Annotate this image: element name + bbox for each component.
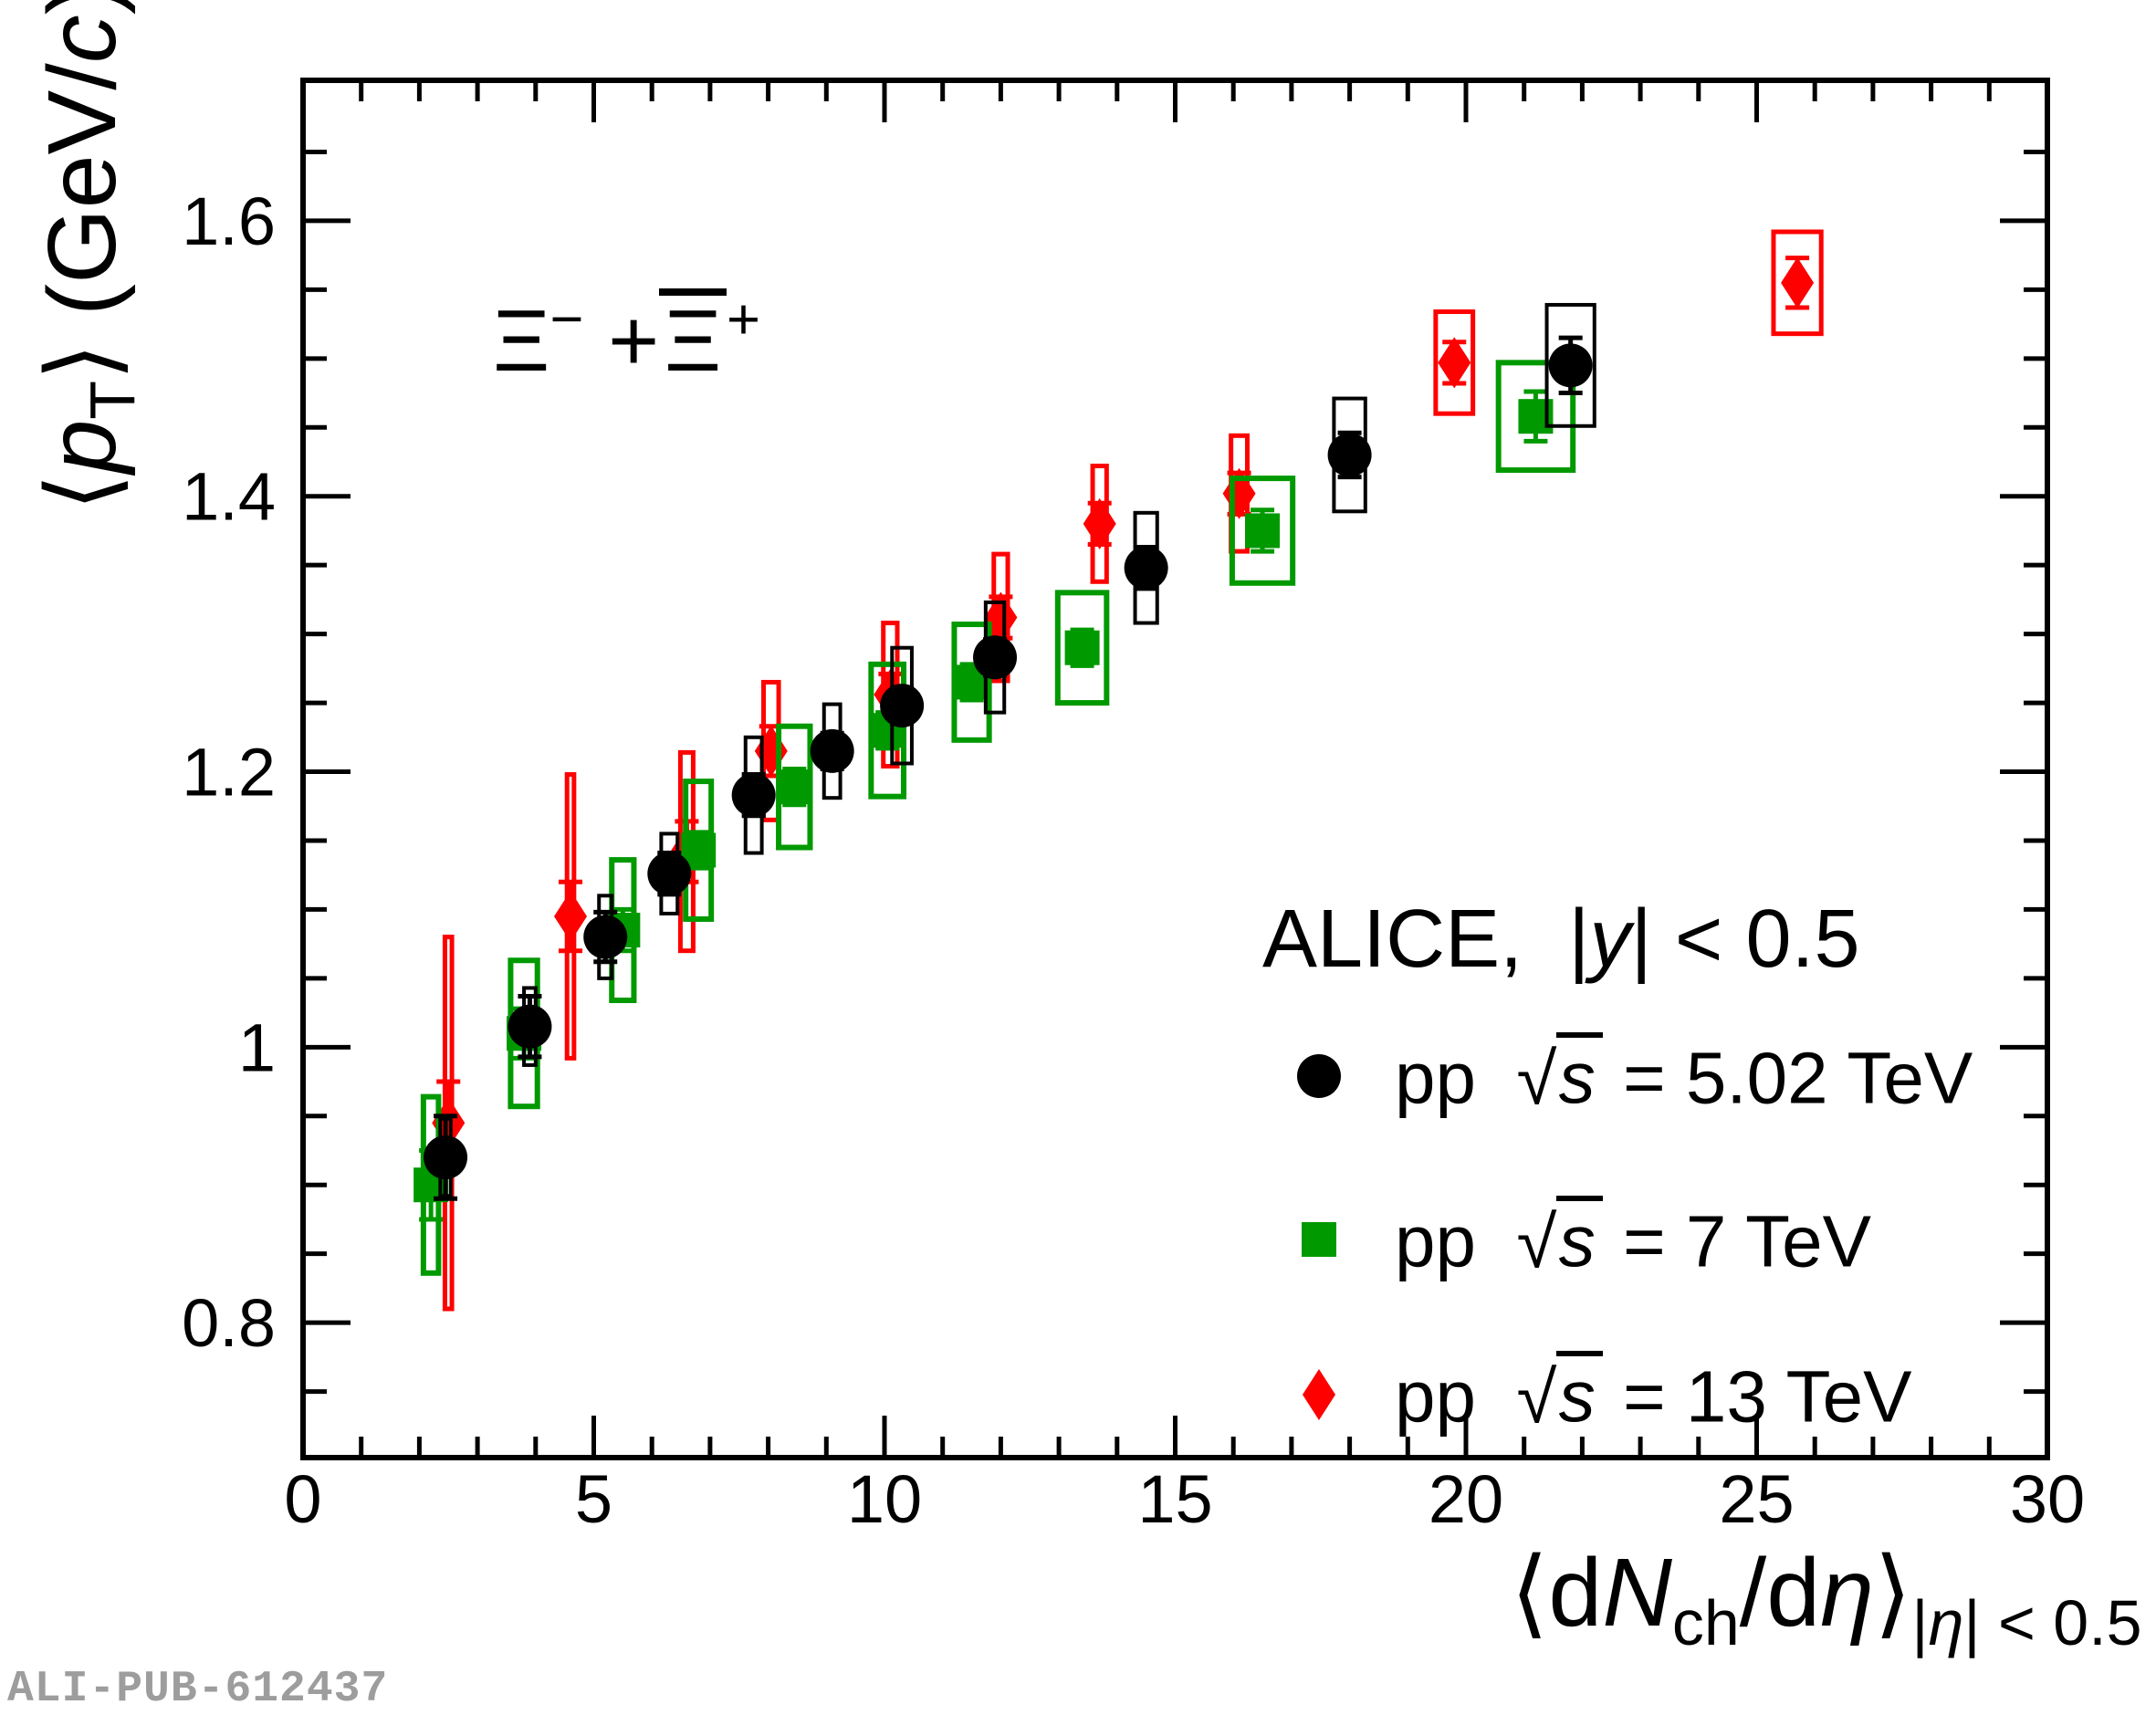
y-tick-label: 1.2 [182,735,276,810]
sqrt-symbol: √ [1516,1201,1557,1283]
sys-error-box [1433,309,1476,416]
series-pp-5.02-tev [424,302,1596,1201]
x-tick-label: 15 [1137,1461,1212,1537]
sys-error-box [1054,590,1110,706]
sqrt-symbol: √ [1516,1038,1557,1120]
legend-markers [1297,1054,1341,1420]
x-tick-label: 0 [284,1461,321,1537]
x-tick-label: 20 [1429,1461,1503,1537]
x-tick-label: 10 [847,1461,922,1537]
y-axis-title: ⟨pT⟩ (GeV/c) [28,0,148,511]
watermark: ALI-PUB-612437 [7,1665,389,1714]
sys-error-box [1771,229,1824,337]
legend-entry-pp-13-tev: pp √s = 13 TeV [1395,1351,1912,1438]
legend-entry-pp-5.02-tev: pp √s = 5.02 TeV [1395,1032,1973,1120]
legend-header: ALICE, |y| < 0.5 [1262,894,1860,985]
series-pp-13-tev [432,229,1824,1312]
sys-error-box [1229,476,1296,586]
sys-error-box [951,622,992,743]
x-axis-title: ⟨dNch/dη⟩|η| < 0.5 [1511,1539,2142,1658]
sys-error-box [1495,360,1576,474]
y-tick-label: 0.8 [182,1285,276,1361]
legend-entry-pp-7-tev: pp √s = 7 TeV [1395,1196,1871,1283]
x-tick-label: 30 [2010,1461,2085,1537]
y-tick-label: 1 [238,1009,276,1085]
sqrt-symbol: √ [1516,1356,1557,1438]
axis-tick-labels: 0 5 10 15 20 25 30 0.8 1 1.2 1.4 1.6 [182,183,2085,1537]
particle-annotation: Ξ− +Ξ+ [493,288,761,390]
y-tick-label: 1.4 [182,459,276,535]
series-pp-7-tev [413,360,1576,1276]
x-tick-label: 25 [1719,1461,1794,1537]
x-tick-label: 5 [575,1461,612,1537]
axis-ticks [300,80,2050,1458]
sys-error-box [1544,302,1596,428]
y-tick-label: 1.6 [182,183,276,259]
